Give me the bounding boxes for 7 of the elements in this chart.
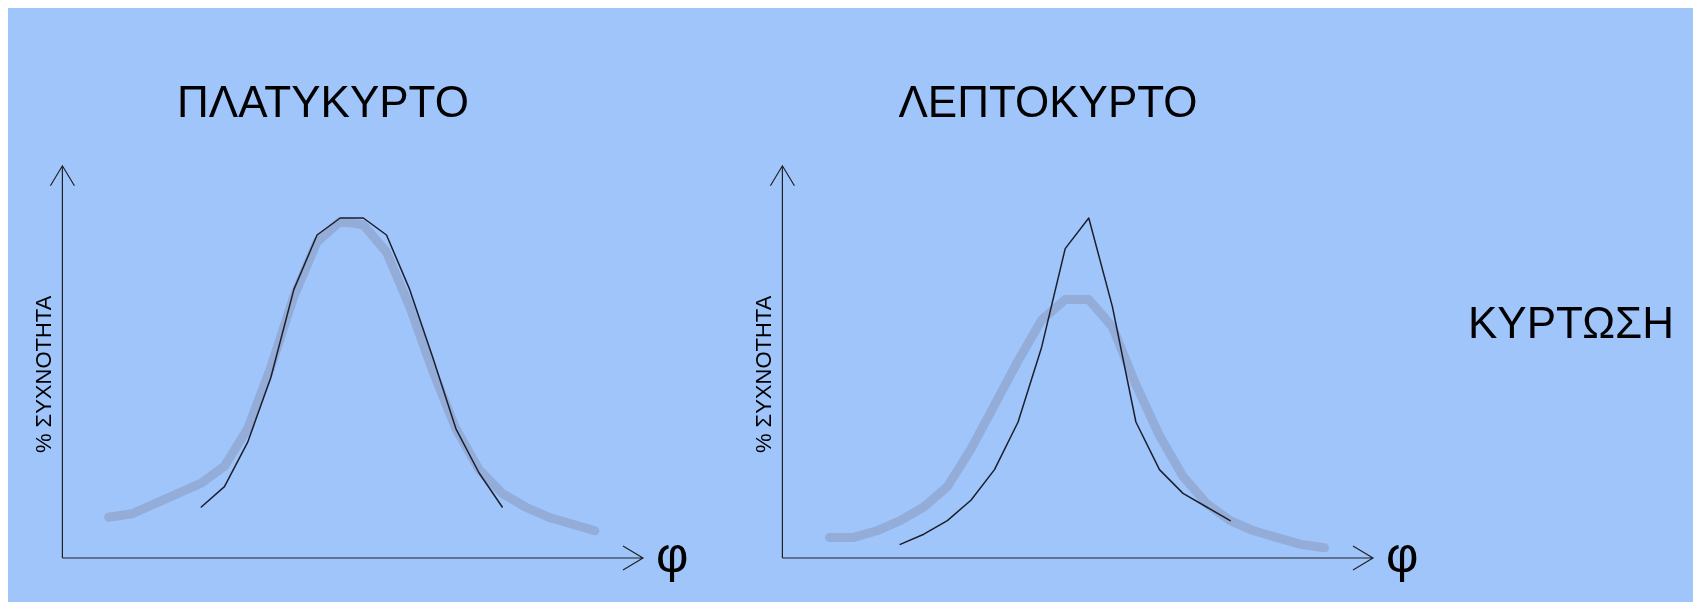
y-axis-title: % ΣΥΧΝΟΤΗΤΑ bbox=[31, 295, 57, 454]
chart-title: ΛΕΠΤΟΚΥΡΤΟ bbox=[898, 76, 1198, 126]
x-axis-title: φ bbox=[1386, 526, 1419, 583]
y-axis-title: % ΣΥΧΝΟΤΗΤΑ bbox=[751, 295, 777, 454]
text: ΚΥΡΤΩΣΗ bbox=[1468, 298, 1675, 348]
x-axis-title: φ bbox=[656, 526, 689, 583]
chart-title: ΠΛΑΤΥΚΥΡΤΟ bbox=[177, 76, 469, 126]
